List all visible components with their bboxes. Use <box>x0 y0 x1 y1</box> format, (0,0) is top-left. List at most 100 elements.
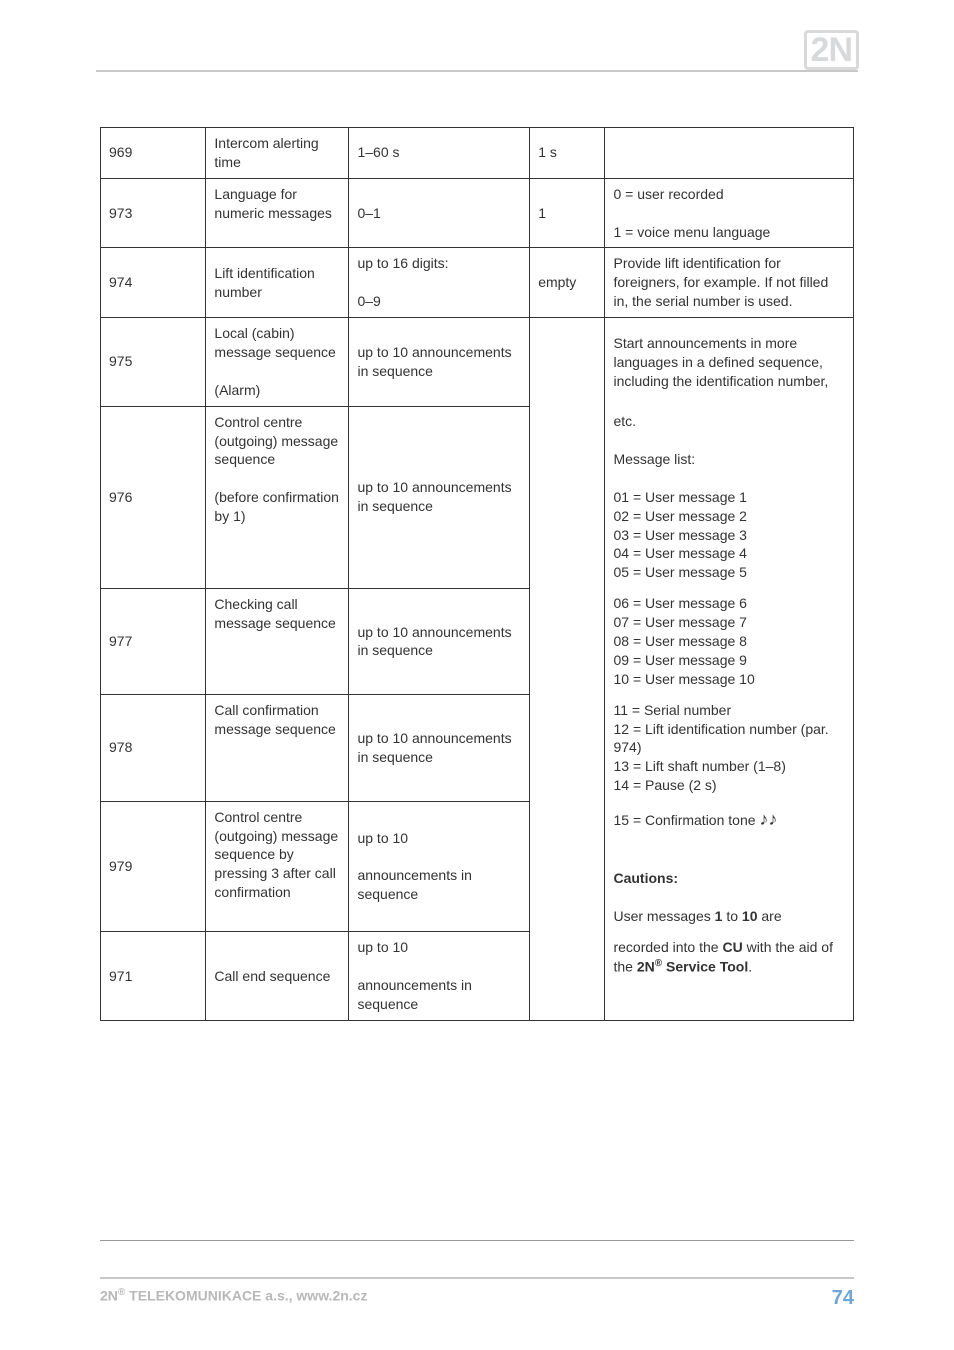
text-line: User messages <box>613 908 714 924</box>
text-line: (Alarm) <box>214 382 260 398</box>
text-bold: 2N <box>637 958 655 974</box>
cell-desc: etc. Message list: 01 = User message 1 0… <box>605 406 854 588</box>
cell-range: up to 10 announcements in sequence <box>349 318 530 407</box>
cell-param: Lift identification number <box>206 248 349 318</box>
text-line: 1 = voice menu language <box>613 224 770 240</box>
text-line: 08 = User message 8 <box>613 633 746 649</box>
table-row: 971 Call end sequence up to 10 announcem… <box>101 932 854 1021</box>
text-line: 03 = User message 3 <box>613 527 746 543</box>
cell-range: 1–60 s <box>349 128 530 179</box>
cell-range: up to 10 announcements in sequence <box>349 406 530 588</box>
text-bold: Service Tool <box>662 958 748 974</box>
cell-code: 976 <box>101 406 206 588</box>
header-divider <box>96 70 858 72</box>
table-row: 978 Call confirmation message sequence u… <box>101 695 854 801</box>
cell-code: 969 <box>101 128 206 179</box>
table-row: 974 Lift identification number up to 16 … <box>101 248 854 318</box>
cell-default <box>530 588 605 694</box>
text-line: 06 = User message 6 <box>613 595 746 611</box>
footer-brand: 2N <box>100 1288 118 1304</box>
cell-desc: Start announcements in more languages in… <box>605 318 854 407</box>
page-footer: 2N® TELEKOMUNIKACE a.s., www.2n.cz 74 <box>100 1240 854 1310</box>
cell-desc: 15 = Confirmation tone ♪♪ Cautions: User… <box>605 801 854 932</box>
parameter-table: 969 Intercom alerting time 1–60 s 1 s 97… <box>100 127 854 1021</box>
table-row: 977 Checking call message sequence up to… <box>101 588 854 694</box>
text-line: up to 10 <box>357 939 408 955</box>
footer-line <box>100 1240 854 1241</box>
cell-default <box>530 801 605 932</box>
cell-default <box>530 932 605 1021</box>
text-line: Message list: <box>613 451 695 467</box>
table-row: 975 Local (cabin) message sequence (Alar… <box>101 318 854 407</box>
cell-desc: 06 = User message 6 07 = User message 7 … <box>605 588 854 694</box>
cell-param: Control centre (outgoing) message sequen… <box>206 406 349 588</box>
text-line: are <box>757 908 781 924</box>
text-line: 04 = User message 4 <box>613 545 746 561</box>
footer-rest: TELEKOMUNIKACE a.s., www.2n.cz <box>125 1288 367 1304</box>
cell-code: 975 <box>101 318 206 407</box>
text-line: to <box>722 908 741 924</box>
cell-default: empty <box>530 248 605 318</box>
text-line: 14 = Pause (2 s) <box>613 777 716 793</box>
cell-range: 0–1 <box>349 178 530 248</box>
cell-range: up to 10 announcements in sequence <box>349 695 530 801</box>
cell-code: 971 <box>101 932 206 1021</box>
cell-desc: recorded into the CU with the aid of the… <box>605 932 854 1021</box>
text-line: 11 = Serial number <box>613 702 731 718</box>
text-line: etc. <box>613 413 636 429</box>
table-row: 976 Control centre (outgoing) message se… <box>101 406 854 588</box>
cell-code: 979 <box>101 801 206 932</box>
footer-text-row: 2N® TELEKOMUNIKACE a.s., www.2n.cz 74 <box>100 1287 854 1310</box>
text-line: (before confirmation by 1) <box>214 489 339 524</box>
text-line: Start announcements in more languages in… <box>613 335 828 389</box>
text-bold: Cautions: <box>613 870 678 886</box>
cell-param: Intercom alerting time <box>206 128 349 179</box>
cell-desc: 0 = user recorded 1 = voice menu languag… <box>605 178 854 248</box>
text-line: 05 = User message 5 <box>613 564 746 580</box>
cell-desc: Provide lift identification for foreigne… <box>605 248 854 318</box>
cell-default <box>530 406 605 588</box>
text-line: 02 = User message 2 <box>613 508 746 524</box>
cell-range: up to 10 announcements in sequence <box>349 588 530 694</box>
cell-param: Local (cabin) message sequence (Alarm) <box>206 318 349 407</box>
text-bold: 10 <box>742 908 758 924</box>
logo-text: 2N <box>804 30 859 70</box>
text-line: recorded into the <box>613 939 722 955</box>
table-row: 973 Language for numeric messages 0–1 1 … <box>101 178 854 248</box>
text-line: 01 = User message 1 <box>613 489 746 505</box>
text-line: 0–9 <box>357 293 380 309</box>
cell-desc: 11 = Serial number 12 = Lift identificat… <box>605 695 854 801</box>
cell-param: Call confirmation message sequence <box>206 695 349 801</box>
footer-separator <box>100 1277 854 1279</box>
text-line: 10 = User message 10 <box>613 671 754 687</box>
cell-param: Language for numeric messages <box>206 178 349 248</box>
cell-default: 1 <box>530 178 605 248</box>
page-number: 74 <box>832 1287 854 1310</box>
cell-default <box>530 695 605 801</box>
cell-param: Checking call message sequence <box>206 588 349 694</box>
footer-company: 2N® TELEKOMUNIKACE a.s., www.2n.cz <box>100 1287 367 1310</box>
cell-param: Control centre (outgoing) message sequen… <box>206 801 349 932</box>
text-line: up to 10 <box>357 830 408 846</box>
cell-param: Call end sequence <box>206 932 349 1021</box>
text-line: . <box>748 958 752 974</box>
text-line: announcements in sequence <box>357 977 471 1012</box>
table-row: 969 Intercom alerting time 1–60 s 1 s <box>101 128 854 179</box>
text-line: up to 16 digits: <box>357 255 448 271</box>
cell-range: up to 10 announcements in sequence <box>349 801 530 932</box>
cell-default: 1 s <box>530 128 605 179</box>
text-line: 13 = Lift shaft number (1–8) <box>613 758 785 774</box>
music-note-icon: ♪♪ <box>759 809 777 829</box>
brand-logo: 2N <box>804 30 859 70</box>
cell-range: up to 10 announcements in sequence <box>349 932 530 1021</box>
cell-code: 973 <box>101 178 206 248</box>
text-line: announcements in sequence <box>357 867 471 902</box>
cell-code: 978 <box>101 695 206 801</box>
text-line: Local (cabin) message sequence <box>214 325 335 360</box>
cell-range: up to 16 digits: 0–9 <box>349 248 530 318</box>
text-line: 15 = Confirmation tone <box>613 812 759 828</box>
cell-code: 977 <box>101 588 206 694</box>
text-bold: CU <box>722 939 742 955</box>
cell-code: 974 <box>101 248 206 318</box>
text-line: 12 = Lift identification number (par. 97… <box>613 721 828 756</box>
